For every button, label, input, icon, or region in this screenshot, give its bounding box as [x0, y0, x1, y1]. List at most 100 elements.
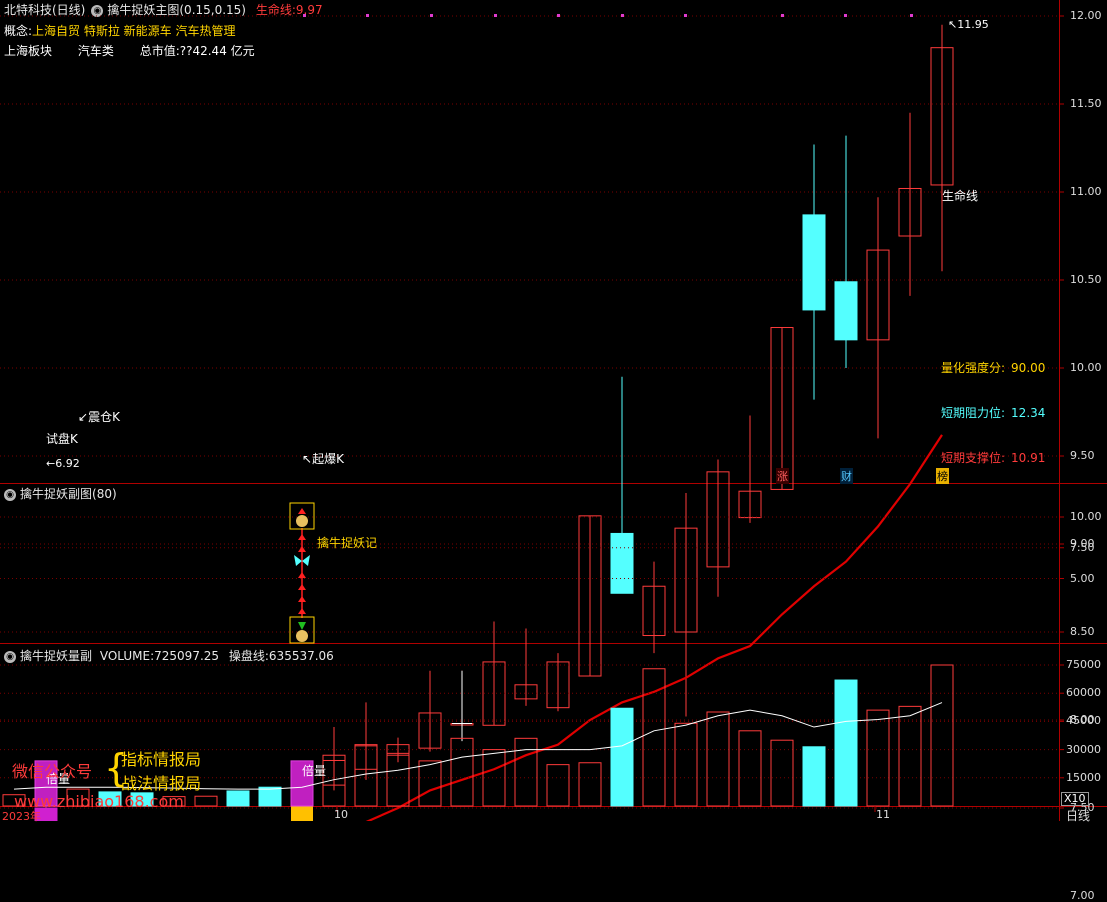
sub-param: (80)	[92, 487, 117, 501]
volume-bar	[802, 746, 826, 807]
volume-bars	[2, 664, 954, 807]
volume-bar	[162, 796, 186, 807]
life-line-label: 生命线:	[255, 3, 296, 17]
concept-label: 概念:	[4, 24, 33, 38]
up-arrow-icon	[298, 596, 306, 602]
marker-dot	[910, 14, 913, 17]
volume-bar	[642, 668, 666, 807]
wechat-label: 微信公众号	[12, 762, 93, 781]
double-volume-label-1: 倍量	[46, 772, 71, 786]
candle-body	[642, 585, 666, 637]
candle-body	[834, 281, 858, 341]
candle-body	[770, 327, 794, 490]
y-tick-label: 10.00	[1070, 361, 1102, 374]
volume-bar	[866, 709, 890, 807]
volume-bar	[290, 760, 314, 807]
marker-dot	[781, 14, 784, 17]
double-volume-label-2: 倍量	[302, 764, 327, 778]
sub-y-tick-label: 7.50	[1070, 540, 1095, 554]
ops-line	[13, 702, 943, 790]
volume-settings-icon[interactable]: ◉	[4, 650, 16, 663]
volume-bar	[130, 792, 154, 807]
y-tick-label: 10.50	[1070, 273, 1102, 286]
chart-canvas[interactable]	[0, 0, 1107, 821]
volume-bar	[578, 762, 602, 807]
concept-list: 上海自贸 特斯拉 新能源车 汽车热管理	[32, 24, 236, 38]
region-label: 上海板块	[4, 44, 53, 58]
volume-bar	[930, 664, 954, 807]
volume-bar	[898, 705, 922, 807]
sub-signal-label: 擒牛捉妖记	[317, 536, 378, 550]
indicator-settings-icon[interactable]: ◉	[91, 4, 104, 17]
watermark-site: www.zhibiao168.com	[14, 792, 184, 811]
marker-dot	[557, 14, 560, 17]
volume-bar	[258, 786, 282, 807]
ops-line-path	[13, 702, 943, 790]
candle-body	[930, 47, 954, 186]
event-tag-rise[interactable]: 涨	[776, 468, 789, 484]
marker-dot	[366, 14, 369, 17]
up-arrow-icon	[298, 572, 306, 578]
volume-bar	[738, 730, 762, 807]
up-arrow-icon	[298, 534, 306, 540]
marker-dot	[684, 14, 687, 17]
x-label-year: 2023年	[2, 810, 41, 823]
candles	[34, 24, 954, 821]
stat-support: 短期支撑位: 10.91	[941, 451, 1046, 465]
volume-bar	[418, 760, 442, 807]
x-label-oct: 10	[334, 808, 348, 821]
money-bag-icon	[296, 630, 308, 642]
low-price-label: ←6.92	[46, 457, 80, 470]
volume-bar	[546, 764, 570, 807]
life-line	[365, 434, 943, 821]
stat-strength: 量化强度分: 90.00	[941, 361, 1046, 375]
candle-body	[898, 187, 922, 237]
volume-y-tick-label: 45000	[1066, 714, 1101, 728]
marker-dot	[303, 14, 306, 17]
down-arrow-icon	[298, 622, 306, 630]
x-label-nov: 11	[876, 808, 890, 821]
volume-y-tick-label: 60000	[1066, 686, 1101, 700]
industry-label: 汽车类	[77, 44, 114, 58]
volume-bar	[2, 794, 26, 807]
candle-body	[578, 515, 602, 677]
up-arrow-icon	[298, 546, 306, 552]
stock-info-row: 上海板块 汽车类 总市值:??42.44 亿元	[4, 42, 255, 59]
candle-body	[674, 527, 698, 633]
main-indicator-name[interactable]: 擒牛捉妖主图(0.15,0.15)	[107, 3, 246, 17]
watermark-line2: 战法情报局	[121, 774, 202, 793]
volume-bar	[770, 739, 794, 807]
volume-bar	[834, 679, 858, 807]
title-bar: 北特科技(日线) ◉ 擒牛捉妖主图(0.15,0.15) 生命线:9.97	[4, 1, 323, 18]
sub-y-tick-label: 5.00	[1070, 571, 1095, 585]
volume-title[interactable]: 擒牛捉妖量副	[20, 649, 93, 663]
y-tick-label: 9.50	[1070, 449, 1095, 462]
marker-dot	[494, 14, 497, 17]
stock-name[interactable]: 北特科技(日线)	[4, 3, 86, 17]
sub-settings-icon[interactable]: ◉	[4, 488, 16, 501]
candle-body	[418, 712, 442, 749]
y-tick-label: 8.00	[1070, 713, 1095, 726]
test-k-label: 试盘K	[46, 432, 78, 446]
shake-k-label: ↙震仓K	[78, 410, 120, 424]
volume-chart-title: ◉ 擒牛捉妖量副 VOLUME:725097.25 操盘线:635537.06	[4, 647, 334, 664]
event-tag-rank[interactable]: 榜	[936, 468, 949, 484]
start-k-label: ↖起爆K	[302, 452, 344, 466]
stat-resistance: 短期阻力位: 12.34	[941, 406, 1046, 420]
market-cap-label: 总市值:	[139, 44, 180, 58]
up-arrow-icon	[298, 584, 306, 590]
life-line-value: 9.97	[295, 3, 323, 17]
volume-bar	[674, 722, 698, 807]
volume-bar	[226, 790, 250, 807]
event-tag-finance[interactable]: 财	[840, 468, 853, 484]
ops-value: 635537.06	[268, 649, 334, 663]
period-label[interactable]: 日线	[1066, 809, 1091, 823]
volume-bar	[610, 707, 634, 807]
candle-body	[866, 249, 890, 341]
y-tick-label: 11.00	[1070, 185, 1102, 198]
bottom-box	[289, 616, 315, 644]
volume-bar	[98, 791, 122, 807]
volume-bar	[514, 737, 538, 807]
sub-title[interactable]: 擒牛捉妖副图	[20, 487, 93, 501]
candle-body	[514, 684, 538, 700]
